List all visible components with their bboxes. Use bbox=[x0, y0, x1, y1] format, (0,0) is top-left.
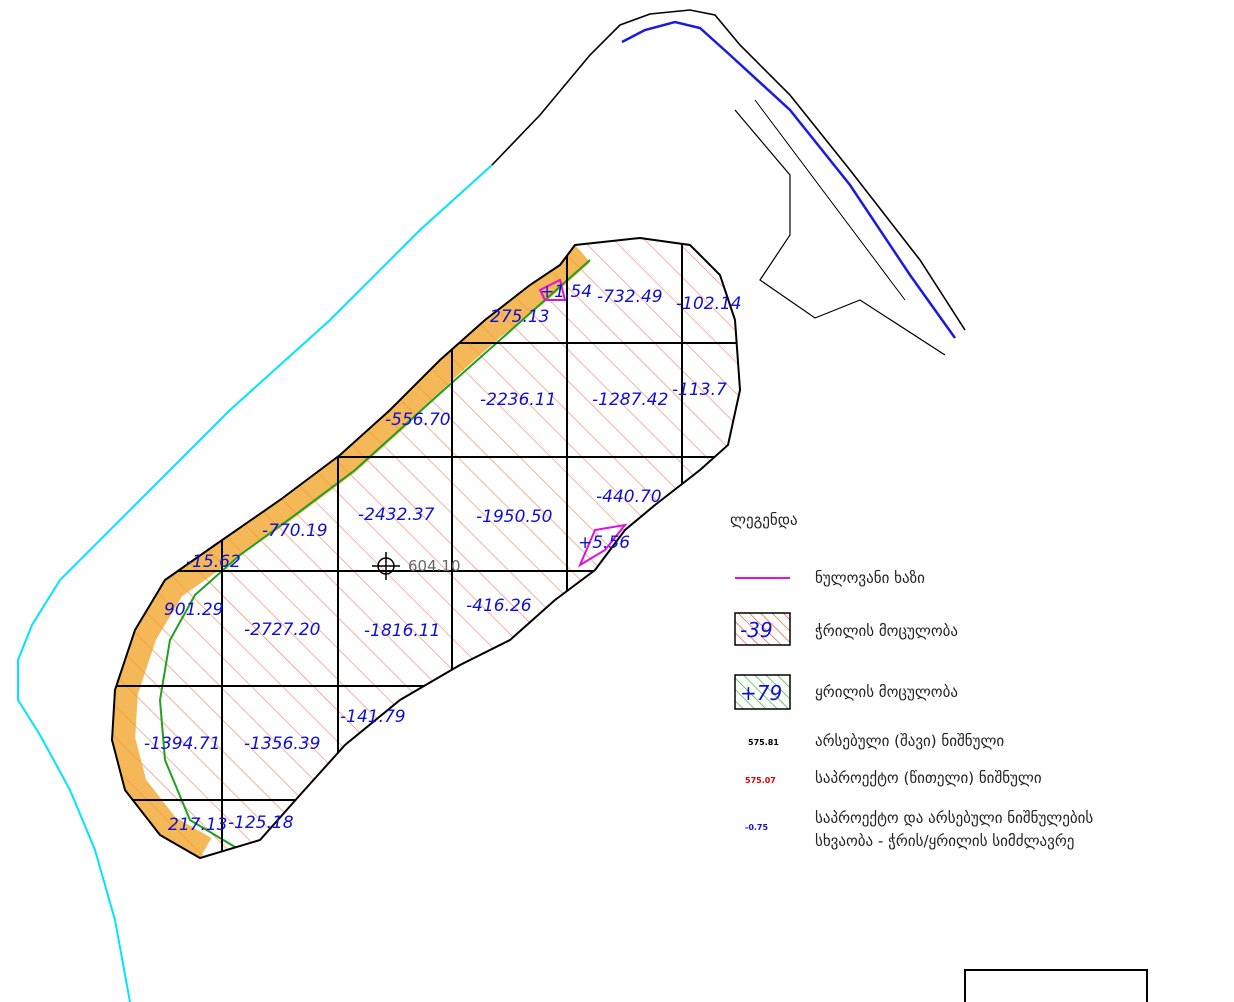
cell-volume: -732.49 bbox=[597, 287, 663, 307]
legend-text: არსებული (შავი) ნიშნული bbox=[815, 732, 1004, 750]
legend-text: საპროექტო და არსებული ნიშნულების bbox=[815, 809, 1093, 827]
legend-text: ჭრილის მოცულობა bbox=[815, 622, 958, 640]
cell-volume: -15.62 bbox=[186, 552, 241, 572]
cell-volume: -1950.50 bbox=[476, 507, 552, 527]
benchmark-label: 604.10 bbox=[408, 557, 461, 575]
title-block bbox=[964, 969, 1148, 1002]
legend-text: ნულოვანი ხაზი bbox=[815, 569, 925, 587]
cell-volume: -2236.11 bbox=[480, 390, 556, 410]
cell-volume: -2432.37 bbox=[358, 505, 435, 525]
legend-sample: 575.81 bbox=[748, 738, 779, 747]
cell-volume: -141.79 bbox=[340, 707, 406, 727]
cell-volume: +1.54 bbox=[540, 282, 592, 302]
road-edge bbox=[491, 9, 966, 331]
legend-sample: -0.75 bbox=[745, 823, 768, 832]
cell-volume: -102.14 bbox=[676, 294, 742, 314]
cell-volume: -1394.71 bbox=[144, 734, 220, 754]
cell-volume: -1356.39 bbox=[244, 734, 320, 754]
legend-sample: 575.07 bbox=[745, 776, 776, 785]
zero-line bbox=[577, 523, 628, 568]
road-inner bbox=[734, 109, 946, 356]
cell-volume: -113.7 bbox=[672, 380, 727, 400]
legend-text: ყრილის მოცულობა bbox=[815, 683, 958, 701]
cell-volume: +5.56 bbox=[578, 533, 630, 553]
legend-sample: +79 bbox=[740, 681, 782, 705]
cell-volume: -556.70 bbox=[385, 410, 451, 430]
legend-sample: -39 bbox=[740, 618, 773, 642]
legend-text: საპროექტო (წითელი) ნიშნული bbox=[815, 769, 1042, 787]
cell-volume: 901.29 bbox=[164, 600, 223, 620]
cell-volume: -416.26 bbox=[466, 596, 532, 616]
legend-title: ლეგენდა bbox=[730, 511, 798, 529]
cell-volume: 275.13 bbox=[490, 307, 549, 327]
legend-fill-box bbox=[734, 674, 791, 710]
zero-line bbox=[538, 278, 567, 301]
legend-text: სხვაობა - ჭრის/ყრილის სიმძლავრე bbox=[815, 832, 1074, 850]
road-inner2 bbox=[754, 99, 906, 301]
cyan-boundary bbox=[17, 164, 493, 1002]
cell-volume: -1816.11 bbox=[364, 621, 440, 641]
cell-volume: -125.18 bbox=[228, 813, 294, 833]
legend-cut-box bbox=[734, 612, 791, 646]
cell-volume: -2727.20 bbox=[244, 620, 320, 640]
benchmark-symbol bbox=[372, 552, 400, 580]
site-area bbox=[112, 238, 740, 858]
cell-volume: 217.13 bbox=[168, 815, 227, 835]
blue-line bbox=[621, 20, 957, 339]
cell-volume: -1287.42 bbox=[592, 390, 668, 410]
cell-volume: -440.70 bbox=[596, 487, 662, 507]
cell-volume: -770.19 bbox=[262, 521, 328, 541]
